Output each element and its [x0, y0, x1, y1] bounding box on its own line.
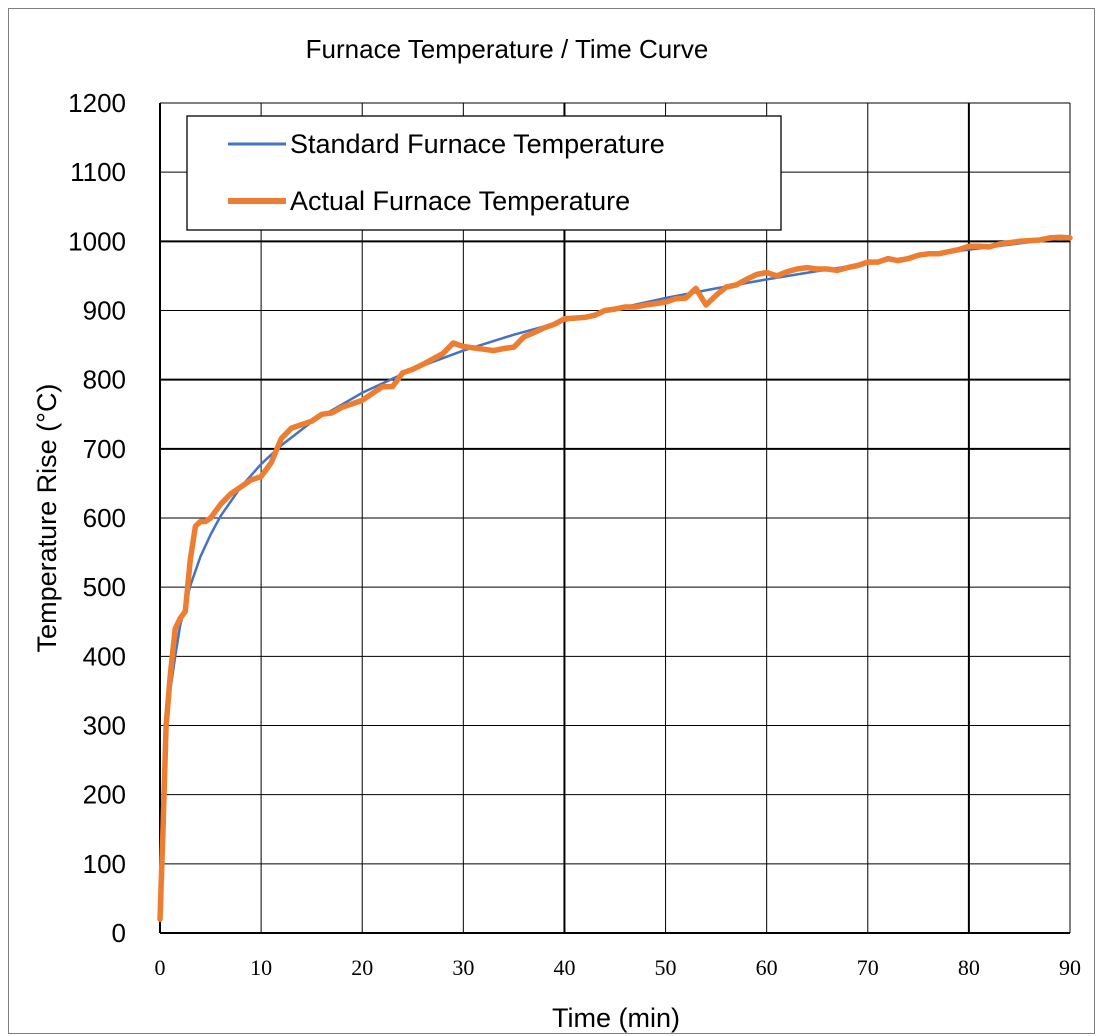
series-line-standard [160, 237, 1070, 919]
x-tick-label: 70 [857, 955, 879, 980]
y-tick-label: 200 [83, 780, 126, 810]
series-lines [160, 237, 1070, 919]
x-tick-label: 60 [756, 955, 778, 980]
x-tick-label: 0 [155, 955, 166, 980]
x-tick-label: 90 [1059, 955, 1081, 980]
y-tick-label: 0 [112, 918, 126, 948]
y-tick-label: 800 [83, 365, 126, 395]
y-tick-label: 400 [83, 641, 126, 671]
y-tick-label: 1000 [68, 226, 126, 256]
y-tick-label: 600 [83, 503, 126, 533]
x-tick-label: 30 [452, 955, 474, 980]
y-tick-label: 1200 [68, 88, 126, 118]
x-tick-label: 50 [655, 955, 677, 980]
x-axis-label: Time (min) [552, 1003, 680, 1033]
y-axis-label: Temperature Rise (°C) [32, 384, 62, 653]
y-tick-label: 300 [83, 711, 126, 741]
x-tick-label: 20 [351, 955, 373, 980]
y-tick-label: 500 [83, 572, 126, 602]
legend: Standard Furnace Temperature Actual Furn… [187, 116, 781, 230]
legend-label-standard: Standard Furnace Temperature [290, 129, 665, 159]
x-tick-label: 80 [958, 955, 980, 980]
y-tick-label: 700 [83, 434, 126, 464]
y-tick-label: 900 [83, 296, 126, 326]
x-tick-label: 10 [250, 955, 272, 980]
x-tick-label: 40 [553, 955, 575, 980]
x-axis-tick-labels: 0 10 20 30 40 50 60 70 80 90 [155, 955, 1082, 980]
y-tick-label: 1100 [70, 157, 126, 187]
y-tick-label: 100 [83, 849, 126, 879]
series-line-actual [160, 237, 1070, 919]
y-axis-tick-labels: 0 100 200 300 400 500 600 700 800 900 1000 1100 1200 [68, 88, 126, 948]
chart-title: Furnace Temperature / Time Curve [306, 34, 709, 64]
legend-label-actual: Actual Furnace Temperature [290, 186, 630, 216]
